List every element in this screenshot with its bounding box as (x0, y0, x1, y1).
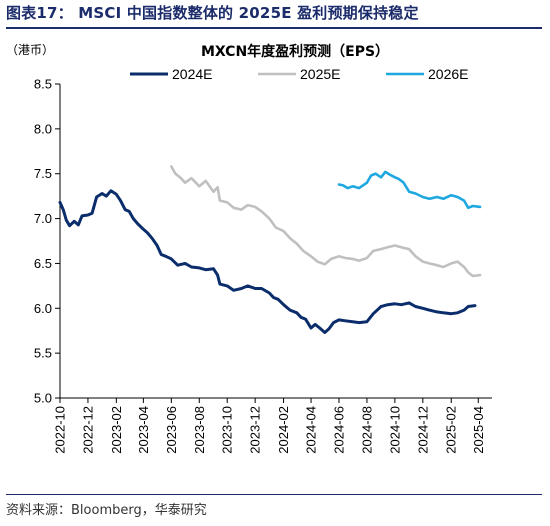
x-tick-label: 2023-04 (136, 406, 151, 454)
x-tick-label: 2023-02 (109, 406, 124, 454)
y-tick-label: 6.0 (34, 301, 52, 316)
legend-label-2026E: 2026E (428, 66, 468, 82)
x-tick-label: 2023-10 (220, 406, 235, 454)
x-tick-label: 2024-08 (359, 406, 374, 454)
chart-series (58, 165, 482, 334)
y-unit-label: （港币） (6, 43, 54, 57)
x-tick-label: 2024-10 (387, 406, 402, 454)
legend-label-2025E: 2025E (300, 66, 340, 82)
y-tick-label: 8.0 (34, 121, 52, 136)
y-tick-label: 5.0 (34, 391, 52, 406)
y-tick-label: 8.5 (34, 77, 52, 92)
eps-forecast-line-chart: （港币） MXCN年度盈利预测（EPS） 2024E 2025E 2026E 8.5… (6, 43, 492, 454)
y-tick-label: 5.5 (34, 346, 52, 361)
x-tick-label: 2024-12 (415, 406, 430, 454)
legend-label-2024E: 2024E (172, 66, 212, 82)
x-tick-label: 2025-02 (444, 406, 459, 454)
footer-divider (6, 494, 542, 495)
chart-title: MXCN年度盈利预测（EPS） (201, 43, 389, 60)
source-note: 资料来源：Bloomberg，华泰研究 (6, 503, 207, 518)
x-tick-label: 2022-12 (80, 406, 95, 454)
x-tick-label: 2023-08 (192, 406, 207, 454)
series-line-2026E (337, 170, 482, 210)
x-tick-label: 2024-04 (304, 406, 319, 454)
x-tick-label: 2023-12 (248, 406, 263, 454)
figure-title: 图表17： MSCI 中国指数整体的 2025E 盈利预期保持稳定 (6, 4, 419, 22)
x-tick-label: 2024-06 (331, 406, 346, 454)
x-tick-label: 2022-10 (53, 406, 68, 454)
y-tick-label: 6.5 (34, 256, 52, 271)
series-line-2025E (170, 165, 482, 278)
y-tick-label: 7.5 (34, 166, 52, 181)
x-tick-label: 2024-02 (276, 406, 291, 454)
chart-legend: 2024E 2025E 2026E (130, 66, 468, 82)
x-tick-label: 2023-06 (164, 406, 179, 454)
x-tick-label: 2025-04 (471, 406, 486, 454)
title-divider (6, 27, 542, 29)
series-line-2024E (58, 189, 477, 334)
y-tick-label: 7.0 (34, 211, 52, 226)
